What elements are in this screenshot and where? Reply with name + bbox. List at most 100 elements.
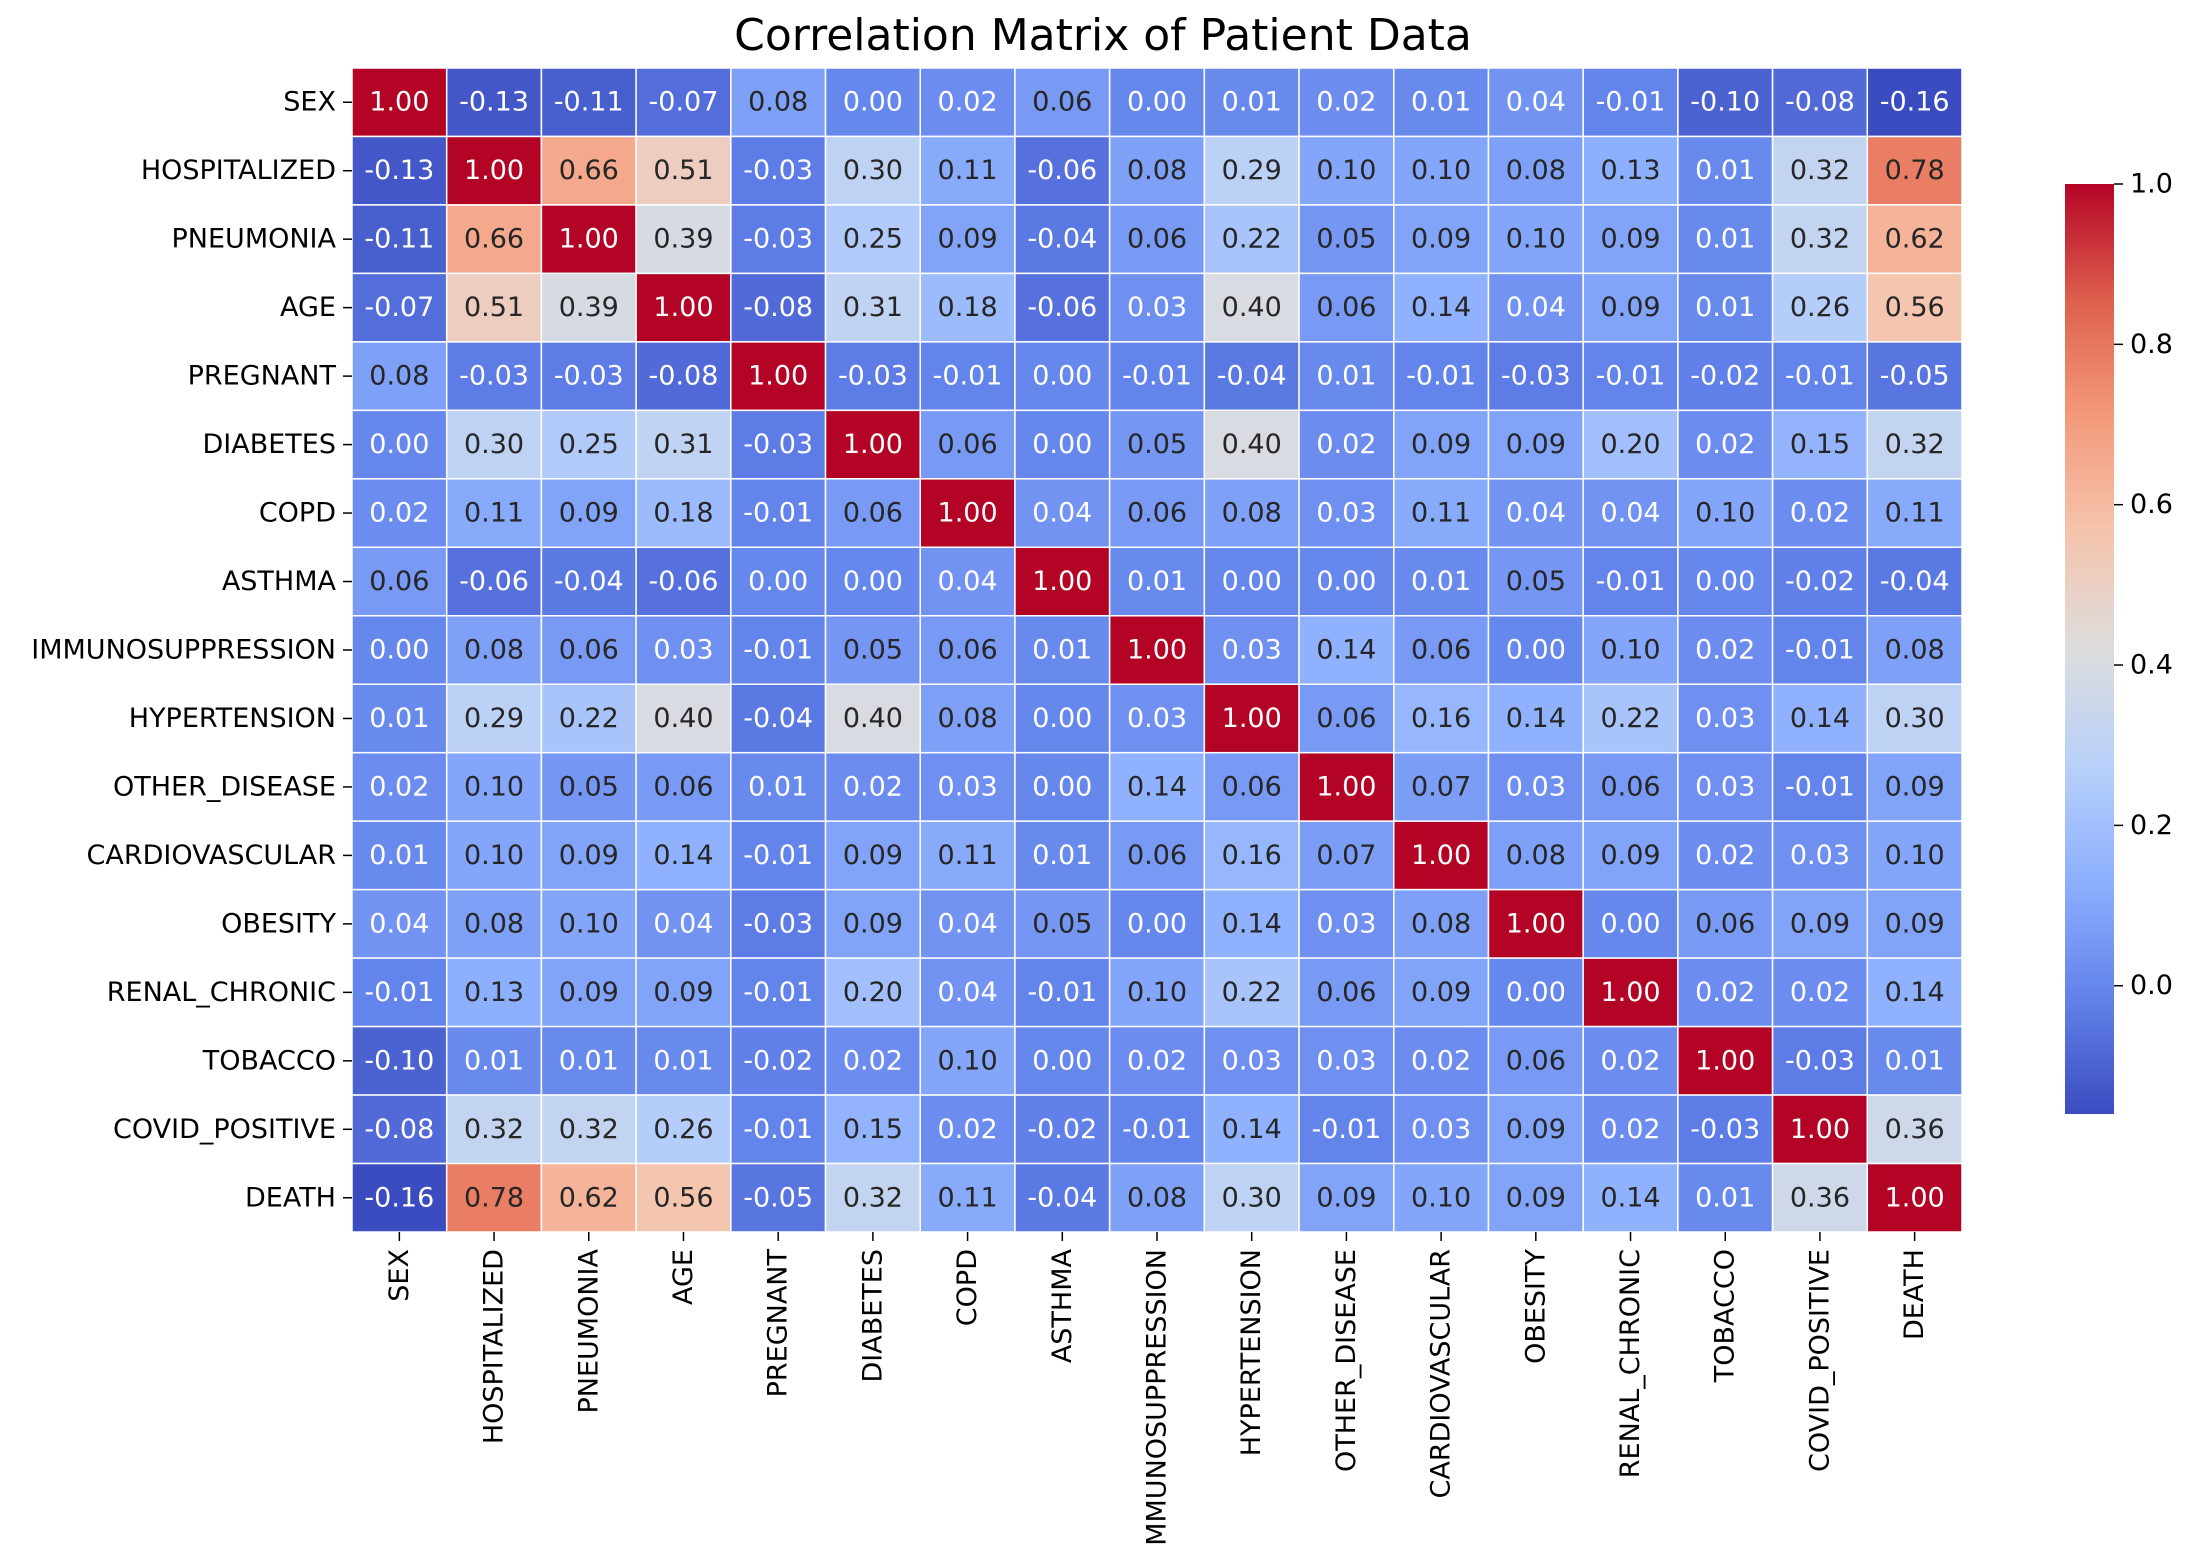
cell-value-label: 0.14 xyxy=(1411,292,1471,323)
cell-value-label: 0.09 xyxy=(843,840,903,871)
cell-value-label: 0.01 xyxy=(748,771,808,802)
cell-value-label: 0.20 xyxy=(1600,429,1660,460)
cell-value-label: 0.03 xyxy=(1695,703,1755,734)
cell-value-label: 0.11 xyxy=(938,155,998,186)
cell-value-label: -0.04 xyxy=(1880,566,1950,597)
heatmap-cell xyxy=(1677,546,1774,617)
heatmap-cell xyxy=(1582,135,1679,206)
cell-value-label: 0.06 xyxy=(1411,635,1471,666)
cell-value-label: 0.02 xyxy=(1695,840,1755,871)
cell-value-label: -0.03 xyxy=(554,361,624,392)
cell-value-label: -0.03 xyxy=(743,908,813,939)
heatmap-cell xyxy=(635,135,732,206)
cell-value-label: 0.08 xyxy=(1506,155,1566,186)
heatmap-cell xyxy=(540,615,637,685)
heatmap-cell xyxy=(1108,957,1206,1028)
cell-value-label: 0.03 xyxy=(1127,292,1187,323)
heatmap-cell xyxy=(1866,272,1963,343)
cell-value-label: 0.10 xyxy=(1885,840,1945,871)
cell-value-label: 0.03 xyxy=(1695,771,1755,802)
cell-value-label: 0.04 xyxy=(1032,498,1092,529)
cell-value-label: -0.01 xyxy=(743,977,813,1008)
cell-value-label: 0.02 xyxy=(369,498,429,529)
cell-value-label: 1.00 xyxy=(1411,840,1471,871)
heatmap-cell xyxy=(1393,1162,1490,1233)
heatmap-cell xyxy=(1771,1162,1869,1233)
cell-value-label: 0.01 xyxy=(1411,87,1471,118)
cell-value-label: 0.13 xyxy=(464,977,524,1008)
cell-value-label: 0.29 xyxy=(1222,155,1282,186)
cell-value-label: 0.09 xyxy=(653,977,713,1008)
cell-value-label: 0.10 xyxy=(1411,155,1471,186)
cell-value-label: -0.02 xyxy=(1785,566,1855,597)
heatmap-cell xyxy=(445,683,543,754)
y-tick-label: AGE xyxy=(280,292,336,323)
heatmap-cell xyxy=(540,409,637,480)
cell-value-label: 0.00 xyxy=(1032,771,1092,802)
cell-value-label: 0.11 xyxy=(938,1182,998,1213)
cell-value-label: 0.32 xyxy=(1885,429,1945,460)
cell-value-label: -0.01 xyxy=(1311,1114,1381,1145)
colorbar: 0.0 0.2 0.4 0.6 0.8 1.0 xyxy=(2065,169,2173,1114)
heatmap-cell xyxy=(824,478,921,549)
cell-value-label: 0.02 xyxy=(1600,1045,1660,1076)
cell-value-label: 1.00 xyxy=(559,224,619,255)
heatmap-cell xyxy=(445,888,543,959)
y-axis: SEX HOSPITALIZED PNEUMONIA AGE PREGNANT DIABE… xyxy=(31,87,352,1213)
cell-value-label: 0.02 xyxy=(1316,87,1376,118)
heatmap-cell xyxy=(730,341,827,412)
heatmap-cell xyxy=(1203,341,1300,412)
heatmap-cell xyxy=(445,820,543,891)
cell-value-label: 0.03 xyxy=(1222,635,1282,666)
heatmap-cell-labels: 1.00 -0.13 -0.11 -0.07 0.08 0.00 0.02 0.06 0.00 0… xyxy=(364,87,1949,1214)
heatmap-cell xyxy=(1771,204,1869,275)
cell-value-label: 0.06 xyxy=(1600,771,1660,802)
heatmap-cell xyxy=(1393,751,1490,822)
heatmap-cell xyxy=(730,272,827,343)
cell-value-label: 0.01 xyxy=(464,1045,524,1076)
cell-value-label: -0.10 xyxy=(1690,87,1760,118)
heatmap-cell xyxy=(1487,204,1584,275)
cell-value-label: 0.06 xyxy=(1316,292,1376,323)
x-tick-label: ASTHMA xyxy=(1047,1248,1078,1363)
heatmap-cell xyxy=(1582,888,1679,959)
cell-value-label: 0.02 xyxy=(938,87,998,118)
y-tick-label: RENAL_CHRONIC xyxy=(107,977,336,1008)
cell-value-label: 0.02 xyxy=(843,771,903,802)
cell-value-label: 0.00 xyxy=(1032,703,1092,734)
cell-value-label: 0.01 xyxy=(1316,361,1376,392)
y-tick-label: TOBACCO xyxy=(202,1045,336,1076)
cell-value-label: -0.01 xyxy=(1027,977,1097,1008)
y-tick-label: PNEUMONIA xyxy=(172,224,337,255)
heatmap-cell xyxy=(1203,478,1300,549)
y-tick-label: PREGNANT xyxy=(188,361,337,392)
heatmap-cell xyxy=(1014,820,1111,891)
cell-value-label: 0.40 xyxy=(1222,429,1282,460)
heatmap-cell xyxy=(635,683,732,754)
heatmap-cell xyxy=(919,615,1016,685)
heatmap-cell xyxy=(1014,1094,1111,1165)
cell-value-label: -0.03 xyxy=(1785,1045,1855,1076)
cell-value-label: 0.26 xyxy=(653,1114,713,1145)
heatmap-cell xyxy=(1866,1025,1963,1096)
heatmap-cell xyxy=(445,546,543,617)
cell-value-label: 0.06 xyxy=(1127,840,1187,871)
heatmap-cell xyxy=(1203,683,1300,754)
heatmap-cell xyxy=(1677,409,1774,480)
cell-value-label: 0.08 xyxy=(1411,908,1471,939)
cell-value-label: 0.03 xyxy=(1506,771,1566,802)
heatmap-cell xyxy=(1487,272,1584,343)
y-tick-label: SEX xyxy=(283,87,336,118)
y-tick-label: OBESITY xyxy=(221,908,336,939)
heatmap-cell xyxy=(1582,615,1679,685)
heatmap-cell xyxy=(540,1162,637,1233)
cell-value-label: 0.10 xyxy=(464,771,524,802)
cell-value-label: -0.16 xyxy=(364,1182,434,1213)
heatmap-cell xyxy=(540,478,637,549)
heatmap-cell xyxy=(1487,546,1584,617)
y-tick-label: DIABETES xyxy=(203,429,337,460)
cell-value-label: -0.01 xyxy=(1596,87,1666,118)
cell-value-label: 0.30 xyxy=(1222,1182,1282,1213)
cell-value-label: 0.06 xyxy=(938,635,998,666)
cell-value-label: 0.02 xyxy=(1316,429,1376,460)
